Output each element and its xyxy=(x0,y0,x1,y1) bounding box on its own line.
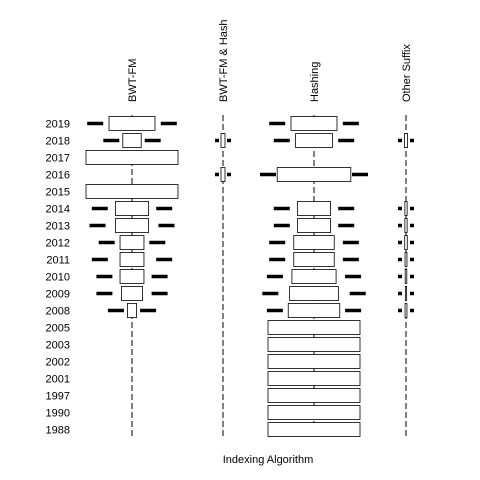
mosaic-cell xyxy=(404,269,408,284)
row-label: 2017 xyxy=(46,153,70,165)
mosaic-cell xyxy=(289,286,339,301)
row-label: 1997 xyxy=(46,391,70,403)
mosaic-cell xyxy=(293,252,335,267)
mosaic-cell xyxy=(267,337,361,352)
row-label: 2019 xyxy=(46,119,70,131)
mosaic-cell xyxy=(404,252,408,267)
mosaic-cell xyxy=(295,133,333,148)
mosaic-cell xyxy=(404,303,408,318)
mosaic-cell xyxy=(404,235,408,250)
mosaic-cell xyxy=(267,354,361,369)
row-label: 2005 xyxy=(46,323,70,335)
mosaic-cell xyxy=(267,405,361,420)
row-label: 2001 xyxy=(46,374,70,386)
column-labels: BWT-FM BWT-FM & Hash Hashing Other Suffix xyxy=(127,19,413,102)
mosaic-cell xyxy=(293,235,335,250)
mosaic-cell xyxy=(403,133,408,148)
mosaic-cell xyxy=(404,218,408,233)
row-label: 1990 xyxy=(46,408,70,420)
row-label: 2018 xyxy=(46,136,70,148)
mosaic-cell xyxy=(267,320,361,335)
mosaic-cell xyxy=(404,286,408,301)
row-label: 2003 xyxy=(46,340,70,352)
mosaic-cell xyxy=(267,422,361,437)
mosaic-cell xyxy=(127,303,138,318)
row-label: 1988 xyxy=(46,425,70,437)
row-label: 2008 xyxy=(46,306,70,318)
mosaic-cell xyxy=(220,133,226,148)
mosaic-cell xyxy=(267,388,361,403)
row-label: 2015 xyxy=(46,187,70,199)
column-label: BWT-FM & Hash xyxy=(218,19,230,102)
mosaic-cell xyxy=(115,218,149,233)
mosaic-cell xyxy=(404,201,408,216)
mosaic-cell xyxy=(108,116,156,131)
mosaic-cell xyxy=(220,167,226,182)
mosaic-cell xyxy=(85,150,179,165)
mosaic-cell xyxy=(290,116,338,131)
x-axis-label: Indexing Algorithm xyxy=(223,454,314,466)
mosaic-cell xyxy=(119,269,145,284)
mosaic-cell xyxy=(122,133,142,148)
mosaic-cell xyxy=(115,201,149,216)
row-label: 2010 xyxy=(46,272,70,284)
mosaic-cell xyxy=(121,286,143,301)
mosaic-cell xyxy=(119,252,145,267)
row-labels: 2019 2018 2017 2016 2015 2014 2013 2012 2011 2010… xyxy=(46,119,70,437)
mosaic-cell xyxy=(119,235,145,250)
row-label: 2011 xyxy=(46,255,70,267)
mosaic-cell xyxy=(287,303,341,318)
mosaic-cells xyxy=(85,115,414,438)
mosaic-cell xyxy=(85,184,179,199)
mosaic-cell xyxy=(297,218,331,233)
column-label: Other Suffix xyxy=(401,44,413,102)
mosaic-cell xyxy=(267,371,361,386)
mosaic-cell xyxy=(297,201,331,216)
mosaic-cell xyxy=(291,269,337,284)
row-label: 2009 xyxy=(46,289,70,301)
column-label: Hashing xyxy=(309,62,321,102)
row-label: 2012 xyxy=(46,238,70,250)
mosaic-cell xyxy=(276,167,352,182)
row-label: 2002 xyxy=(46,357,70,369)
row-label: 2014 xyxy=(46,204,70,216)
row-label: 2013 xyxy=(46,221,70,233)
row-label: 2016 xyxy=(46,170,70,182)
column-label: BWT-FM xyxy=(127,59,139,102)
